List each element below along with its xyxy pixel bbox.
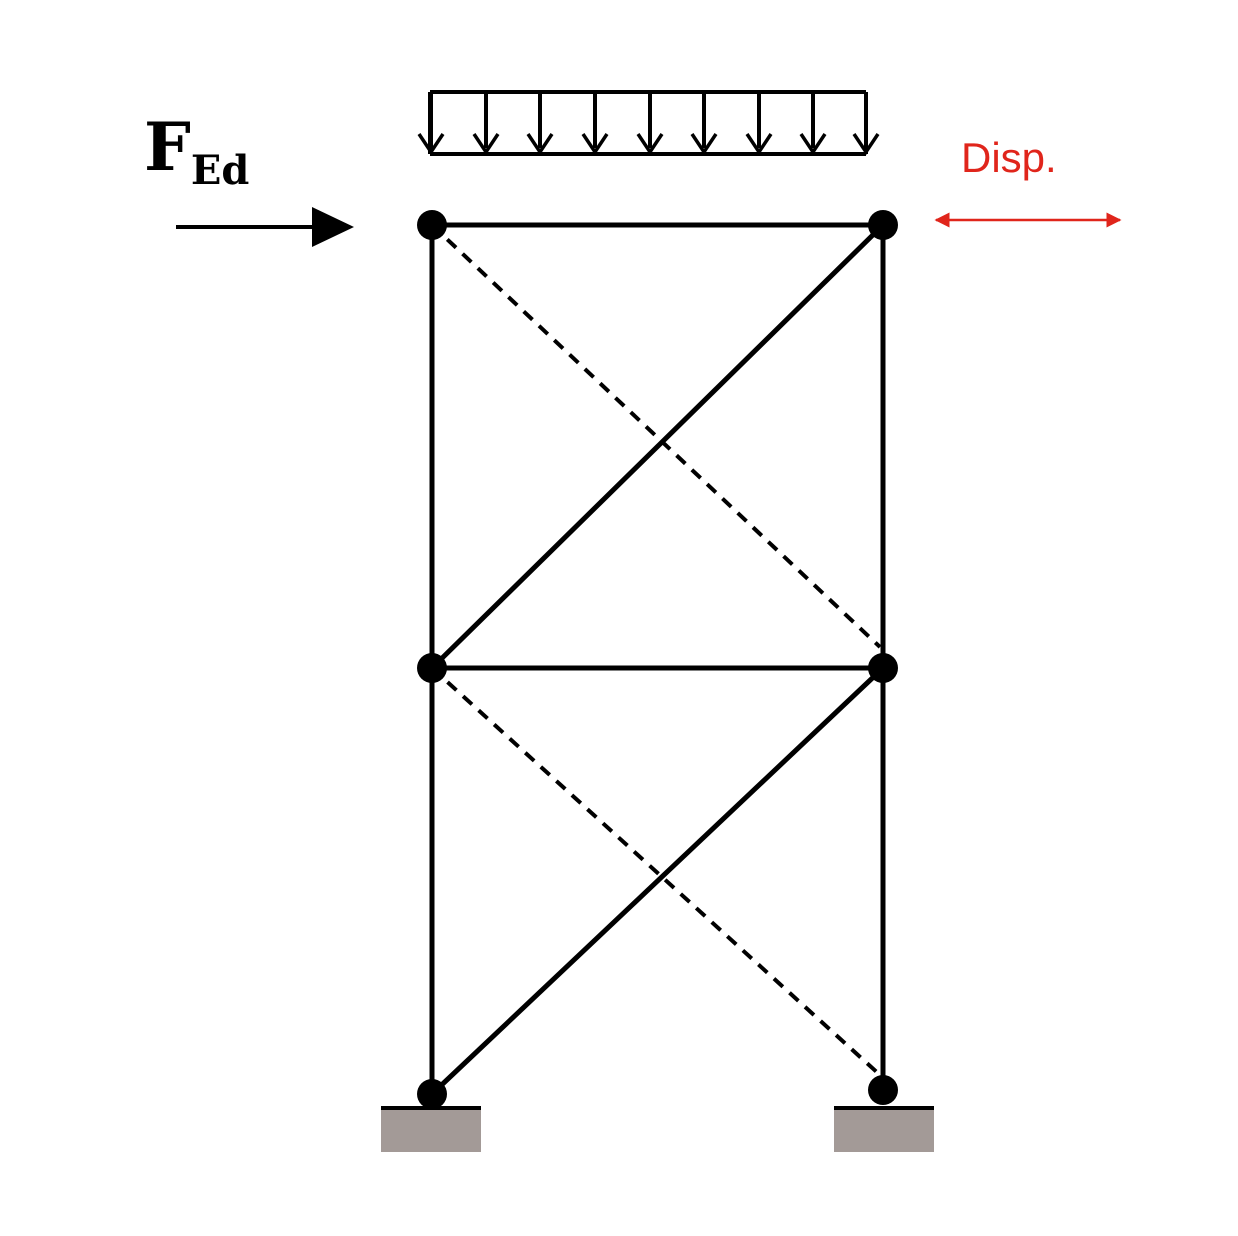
load-arrow-head (799, 133, 827, 156)
force-arrow-head (312, 207, 354, 247)
frame-members (429, 222, 886, 1097)
distributed-load (417, 90, 880, 156)
force-label-main: F (144, 108, 191, 186)
lower-compression-brace (430, 666, 882, 1077)
node-base-left (417, 1079, 447, 1109)
load-arrow-head (690, 133, 718, 156)
node-top-right (868, 210, 898, 240)
displacement-indicator: Disp. (934, 134, 1122, 228)
lower-tension-brace (429, 665, 886, 1097)
node-middle-right (868, 653, 898, 683)
load-arrow-head (852, 133, 880, 156)
load-arrow-head (636, 133, 664, 156)
right-support-block (834, 1108, 934, 1152)
load-arrow-head (472, 133, 500, 156)
upper-compression-brace (430, 223, 882, 649)
node-middle-left (417, 653, 447, 683)
load-arrow-head (581, 133, 609, 156)
supports (381, 1106, 934, 1152)
distributed-load-arrows (417, 92, 880, 156)
left-support-block (381, 1108, 481, 1152)
upper-tension-brace (429, 222, 886, 671)
load-arrow-head (526, 133, 554, 156)
pin-nodes (417, 210, 898, 1109)
node-base-right (868, 1075, 898, 1105)
displacement-label: Disp. (961, 134, 1057, 181)
compression-braces (430, 223, 882, 1077)
force-label-subscript: Ed (191, 147, 249, 194)
node-top-left (417, 210, 447, 240)
horizontal-force: FEd (144, 108, 354, 247)
load-arrow-head (417, 133, 445, 156)
force-label: FEd (144, 108, 249, 194)
load-arrow-head (745, 133, 773, 156)
